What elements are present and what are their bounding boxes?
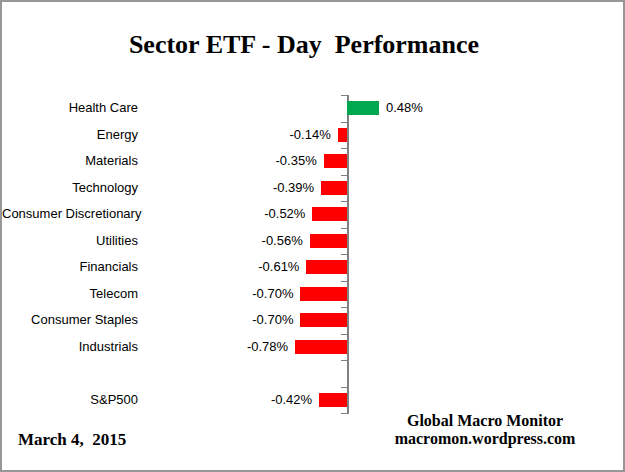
value-label: -0.78% (247, 334, 288, 361)
axis-tick (341, 360, 347, 361)
axis-tick (341, 281, 347, 282)
category-label: S&P500 (2, 387, 138, 414)
category-label: Technology (2, 175, 138, 202)
category-label: Health Care (2, 95, 138, 122)
chart-row: S&P500 -0.42% (2, 387, 623, 414)
axis-tick (341, 201, 347, 202)
category-label: Energy (2, 122, 138, 149)
performance-bar (300, 313, 347, 327)
chart-row: Materials -0.35% (2, 148, 623, 175)
axis-tick (341, 122, 347, 123)
axis-tick (341, 307, 347, 308)
category-label: Financials (2, 254, 138, 281)
performance-bar (312, 207, 347, 221)
axis-tick (341, 387, 347, 388)
chart-row (2, 360, 623, 387)
value-label: 0.48% (386, 95, 423, 122)
value-label: -0.56% (262, 228, 303, 255)
performance-bar (300, 287, 347, 301)
performance-bar (310, 234, 347, 248)
category-label: Consumer Discretionary (2, 201, 138, 228)
chart-row: Utilities -0.56% (2, 228, 623, 255)
performance-bar (347, 101, 379, 115)
value-label: -0.70% (252, 281, 293, 308)
chart-row: Health Care 0.48% (2, 95, 623, 122)
axis-tick (341, 254, 347, 255)
chart-row: Energy -0.14% (2, 122, 623, 149)
chart-row: Financials -0.61% (2, 254, 623, 281)
category-label: Materials (2, 148, 138, 175)
category-label: Telecom (2, 281, 138, 308)
chart-row: Technology -0.39% (2, 175, 623, 202)
date-label: March 4, 2015 (18, 430, 126, 450)
performance-bar (319, 393, 347, 407)
axis-tick (341, 148, 347, 149)
value-label: -0.14% (290, 122, 331, 149)
axis-tick (341, 175, 347, 176)
axis-tick (341, 228, 347, 229)
chart-canvas: Sector ETF - Day Performance Health Care… (2, 2, 623, 470)
chart-area: Health Care 0.48% Energy -0.14% Material… (2, 2, 623, 470)
axis-tick (341, 95, 347, 96)
performance-bar (321, 181, 347, 195)
chart-row: Industrials -0.78% (2, 334, 623, 361)
category-label: Utilities (2, 228, 138, 255)
chart-row: Telecom -0.70% (2, 281, 623, 308)
chart-row: Consumer Discretionary -0.52% (2, 201, 623, 228)
value-label: -0.70% (252, 307, 293, 334)
axis-tick (341, 413, 347, 414)
category-label: Consumer Staples (2, 307, 138, 334)
credit-line-2: macromon.wordpress.com (378, 430, 592, 448)
credit-line-1: Global Macro Monitor (378, 412, 592, 430)
chart-row: Consumer Staples -0.70% (2, 307, 623, 334)
performance-bar (324, 154, 347, 168)
category-label: Industrials (2, 334, 138, 361)
value-label: -0.39% (273, 175, 314, 202)
category-label (2, 360, 138, 387)
chart-image: { "title": "Sector ETF - Day Performance… (0, 0, 625, 472)
performance-bar (295, 340, 347, 354)
performance-bar (338, 128, 347, 142)
value-label: -0.52% (264, 201, 305, 228)
axis-tick (341, 334, 347, 335)
value-label: -0.42% (271, 387, 312, 414)
value-label: -0.35% (276, 148, 317, 175)
performance-bar (306, 260, 347, 274)
credit-block: Global Macro Monitor macromon.wordpress.… (378, 412, 592, 448)
value-label: -0.61% (258, 254, 299, 281)
